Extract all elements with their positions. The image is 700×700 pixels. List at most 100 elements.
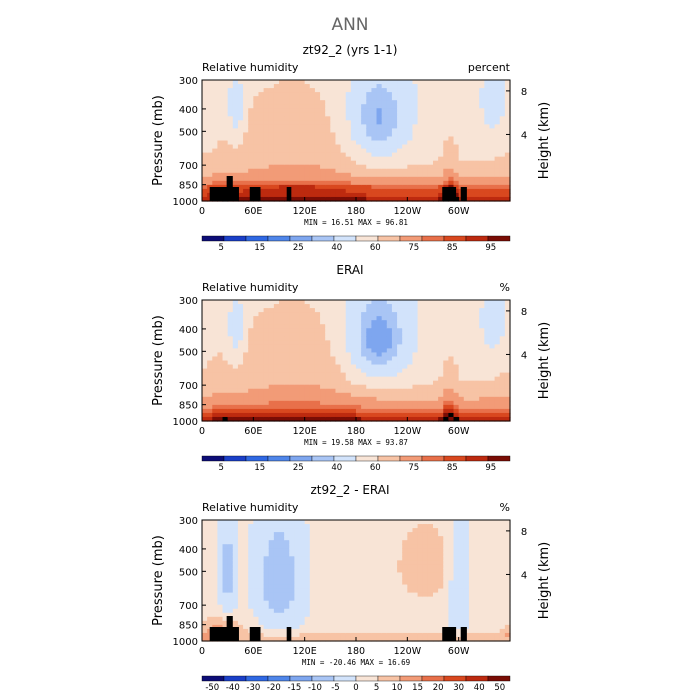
heatmap-cell	[371, 312, 378, 317]
heatmap-cell	[314, 560, 321, 565]
heatmap-cell	[268, 316, 275, 321]
heatmap-cell	[386, 568, 393, 574]
heatmap-cell	[202, 624, 208, 630]
heatmap-cell	[284, 132, 290, 138]
heatmap-cell	[386, 156, 393, 162]
heatmap-cell	[345, 580, 352, 586]
heatmap-cell	[289, 528, 295, 533]
heatmap-cell	[443, 168, 449, 174]
heatmap-cell	[325, 364, 331, 370]
heatmap-cell	[350, 576, 357, 582]
heatmap-cell	[340, 316, 347, 321]
heatmap-cell	[294, 164, 301, 170]
heatmap-cell	[304, 304, 311, 309]
heatmap-cell	[268, 624, 275, 630]
heatmap-cell	[381, 596, 388, 602]
heatmap-cell	[468, 356, 475, 362]
heatmap-cell	[361, 572, 367, 578]
heatmap-cell	[248, 320, 254, 325]
heatmap-cell	[217, 148, 224, 154]
heatmap-cell	[463, 328, 470, 333]
heatmap-cell	[366, 552, 372, 557]
heatmap-cell	[314, 80, 321, 85]
heatmap-cell	[402, 120, 408, 125]
heatmap-cell	[325, 356, 331, 362]
heatmap-cell	[273, 380, 280, 386]
heatmap-cell	[381, 156, 388, 162]
heatmap-cell	[299, 172, 306, 178]
heatmap-cell	[294, 336, 301, 341]
heatmap-cell	[402, 628, 408, 634]
heatmap-cell	[499, 104, 506, 109]
heatmap-cell	[304, 564, 311, 569]
topography-mask	[209, 187, 239, 201]
heatmap-cell	[314, 380, 321, 386]
heatmap-cell	[202, 140, 208, 146]
heatmap-cell	[350, 140, 357, 146]
heatmap-cell	[412, 624, 419, 630]
heatmap-cell	[258, 328, 265, 333]
heatmap-cell	[217, 112, 224, 117]
heatmap-cell	[350, 304, 357, 309]
heatmap-cell	[443, 132, 449, 138]
heatmap-cell	[407, 632, 414, 638]
heatmap-cell	[458, 328, 465, 333]
heatmap-cell	[397, 364, 403, 370]
heatmap-cell	[227, 164, 234, 170]
heatmap-cell	[289, 344, 295, 349]
heatmap-cell	[207, 600, 213, 606]
heatmap-cell	[263, 536, 270, 541]
heatmap-cell	[504, 92, 511, 97]
heatmap-cell	[504, 116, 511, 121]
heatmap-cell	[217, 372, 224, 378]
heatmap-cell	[345, 592, 352, 598]
heatmap-cell	[237, 328, 244, 333]
heatmap-cell	[407, 592, 414, 598]
heatmap-cell	[284, 140, 290, 146]
heatmap-cell	[499, 408, 506, 414]
heatmap-cell	[489, 96, 496, 101]
heatmap-cell	[345, 140, 352, 146]
heatmap-cell	[350, 152, 357, 158]
heatmap-cell	[289, 316, 295, 321]
heatmap-cell	[474, 368, 480, 374]
heatmap-cell	[273, 336, 280, 341]
heatmap-cell	[232, 520, 239, 525]
heatmap-cell	[314, 636, 321, 642]
heatmap-cell	[243, 124, 249, 129]
heatmap-cell	[474, 384, 480, 390]
heatmap-cell	[335, 592, 342, 598]
heatmap-cell	[504, 152, 511, 158]
heatmap-cell	[386, 176, 393, 182]
heatmap-cell	[243, 564, 249, 569]
pressure-tick-label: 300	[179, 76, 198, 87]
heatmap-cell	[248, 348, 254, 354]
heatmap-cell	[330, 596, 337, 602]
heatmap-cell	[438, 188, 444, 194]
longitude-tick-label: 60W	[448, 426, 470, 437]
heatmap-cell	[243, 584, 249, 590]
heatmap-cell	[494, 348, 501, 354]
heatmap-cell	[479, 404, 485, 410]
heatmap-cell	[320, 596, 326, 602]
heatmap-cell	[356, 340, 362, 345]
heatmap-cell	[366, 400, 372, 406]
heatmap-cell	[381, 408, 388, 414]
heatmap-cell	[484, 92, 491, 97]
heatmap-cell	[263, 332, 270, 337]
heatmap-cell	[335, 88, 342, 93]
heatmap-cell	[258, 192, 265, 198]
heatmap-cell	[489, 388, 496, 394]
heatmap-cell	[212, 360, 218, 366]
heatmap-cell	[212, 100, 218, 105]
heatmap-cell	[294, 172, 301, 178]
heatmap-cell	[314, 396, 321, 402]
heatmap-cell	[407, 132, 414, 138]
heatmap-cell	[284, 168, 290, 174]
heatmap-cell	[489, 324, 496, 329]
colorbar-swatch	[443, 235, 467, 242]
heatmap-cell	[484, 148, 491, 154]
heatmap-cell	[453, 160, 460, 166]
heatmap-cell	[397, 192, 403, 198]
heatmap-cell	[438, 364, 444, 370]
